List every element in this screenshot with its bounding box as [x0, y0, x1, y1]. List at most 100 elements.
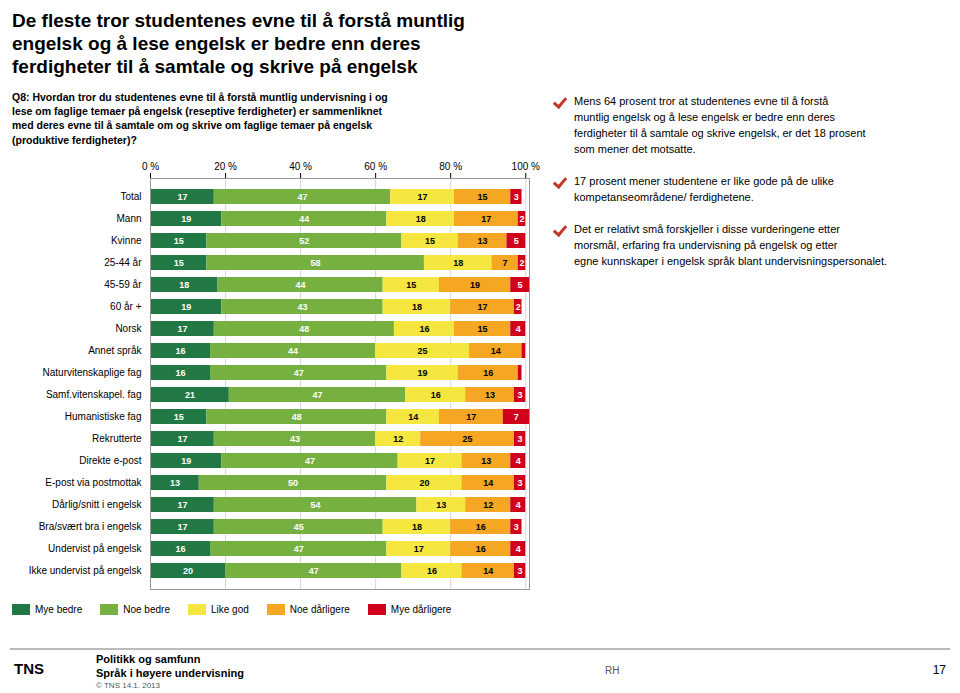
svg-text:13: 13 — [481, 456, 491, 466]
svg-text:17: 17 — [177, 192, 187, 202]
svg-text:80 %: 80 % — [439, 161, 462, 172]
svg-text:17: 17 — [177, 500, 187, 510]
svg-text:4: 4 — [516, 324, 521, 334]
svg-text:Kvinne: Kvinne — [111, 235, 142, 246]
svg-text:Ikke undervist på engelsk: Ikke undervist på engelsk — [29, 565, 143, 576]
svg-text:7: 7 — [514, 412, 519, 422]
svg-text:15: 15 — [406, 280, 416, 290]
svg-text:15: 15 — [478, 324, 488, 334]
svg-text:18: 18 — [412, 522, 422, 532]
svg-text:Samf.vitenskapel. fag: Samf.vitenskapel. fag — [46, 389, 142, 400]
svg-text:Annet språk: Annet språk — [88, 345, 142, 356]
svg-text:48: 48 — [299, 324, 309, 334]
svg-text:Rekrutterte: Rekrutterte — [92, 433, 142, 444]
svg-text:60 %: 60 % — [364, 161, 387, 172]
svg-text:Norsk: Norsk — [115, 323, 142, 334]
svg-text:4: 4 — [516, 456, 521, 466]
svg-text:15: 15 — [425, 236, 435, 246]
svg-text:15: 15 — [174, 412, 184, 422]
svg-text:18: 18 — [179, 280, 189, 290]
svg-text:16: 16 — [427, 566, 437, 576]
svg-text:52: 52 — [299, 236, 309, 246]
svg-text:60 år +: 60 år + — [110, 301, 142, 312]
svg-text:12: 12 — [483, 500, 493, 510]
svg-text:2: 2 — [519, 214, 524, 224]
svg-text:18: 18 — [416, 214, 426, 224]
svg-text:Humanistiske fag: Humanistiske fag — [65, 411, 142, 422]
svg-text:25: 25 — [418, 346, 428, 356]
svg-text:25-44 år: 25-44 år — [104, 257, 142, 268]
svg-text:17: 17 — [481, 214, 491, 224]
svg-text:47: 47 — [305, 456, 315, 466]
svg-text:25: 25 — [463, 434, 473, 444]
svg-text:3: 3 — [518, 390, 523, 400]
svg-text:2: 2 — [519, 258, 524, 268]
svg-text:18: 18 — [453, 258, 463, 268]
svg-text:3: 3 — [518, 434, 523, 444]
svg-text:15: 15 — [174, 236, 184, 246]
svg-text:40 %: 40 % — [289, 161, 312, 172]
svg-text:100 %: 100 % — [512, 161, 540, 172]
svg-text:14: 14 — [483, 566, 493, 576]
svg-text:3: 3 — [514, 522, 519, 532]
svg-text:19: 19 — [470, 280, 480, 290]
svg-text:45: 45 — [294, 522, 304, 532]
svg-text:20: 20 — [419, 478, 429, 488]
svg-text:16: 16 — [176, 544, 186, 554]
svg-text:16: 16 — [483, 368, 493, 378]
svg-text:14: 14 — [483, 478, 493, 488]
svg-text:19: 19 — [181, 214, 191, 224]
svg-text:E-post via postmottak: E-post via postmottak — [45, 477, 142, 488]
svg-text:Naturvitenskaplige fag: Naturvitenskaplige fag — [43, 367, 142, 378]
svg-text:13: 13 — [485, 390, 495, 400]
svg-text:14: 14 — [408, 412, 418, 422]
svg-text:47: 47 — [294, 368, 304, 378]
svg-text:20: 20 — [183, 566, 193, 576]
svg-text:21: 21 — [185, 390, 195, 400]
svg-text:2: 2 — [516, 302, 521, 312]
svg-text:44: 44 — [288, 346, 298, 356]
svg-text:16: 16 — [176, 346, 186, 356]
svg-text:3: 3 — [518, 566, 523, 576]
svg-text:44: 44 — [296, 280, 306, 290]
svg-text:Undervist på engelsk: Undervist på engelsk — [48, 543, 142, 554]
svg-text:5: 5 — [518, 280, 523, 290]
svg-text:50: 50 — [288, 478, 298, 488]
svg-text:47: 47 — [312, 390, 322, 400]
svg-text:16: 16 — [476, 522, 486, 532]
svg-text:43: 43 — [290, 434, 300, 444]
svg-text:54: 54 — [311, 500, 321, 510]
svg-text:17: 17 — [177, 434, 187, 444]
svg-text:3: 3 — [518, 478, 523, 488]
svg-text:18: 18 — [412, 302, 422, 312]
svg-text:Mann: Mann — [116, 213, 141, 224]
svg-text:4: 4 — [516, 500, 521, 510]
svg-text:47: 47 — [294, 544, 304, 554]
svg-text:0 %: 0 % — [142, 161, 159, 172]
svg-text:19: 19 — [418, 368, 428, 378]
svg-text:Bra/svært bra i engelsk: Bra/svært bra i engelsk — [39, 521, 143, 532]
svg-text:43: 43 — [297, 302, 307, 312]
svg-text:7: 7 — [503, 258, 508, 268]
svg-text:16: 16 — [476, 544, 486, 554]
svg-text:16: 16 — [176, 368, 186, 378]
svg-text:17: 17 — [177, 324, 187, 334]
svg-text:15: 15 — [478, 192, 488, 202]
svg-text:Direkte e-post: Direkte e-post — [79, 455, 141, 466]
svg-text:19: 19 — [181, 456, 191, 466]
svg-text:3: 3 — [514, 192, 519, 202]
svg-text:4: 4 — [516, 544, 521, 554]
svg-text:Total: Total — [120, 191, 141, 202]
svg-text:20 %: 20 % — [214, 161, 237, 172]
svg-text:19: 19 — [181, 302, 191, 312]
svg-text:17: 17 — [478, 302, 488, 312]
svg-text:17: 17 — [425, 456, 435, 466]
svg-text:16: 16 — [431, 390, 441, 400]
svg-text:15: 15 — [174, 258, 184, 268]
svg-text:14: 14 — [491, 346, 501, 356]
svg-text:13: 13 — [478, 236, 488, 246]
svg-text:45-59 år: 45-59 år — [104, 279, 142, 290]
svg-text:48: 48 — [292, 412, 302, 422]
svg-text:47: 47 — [297, 192, 307, 202]
svg-text:44: 44 — [299, 214, 309, 224]
